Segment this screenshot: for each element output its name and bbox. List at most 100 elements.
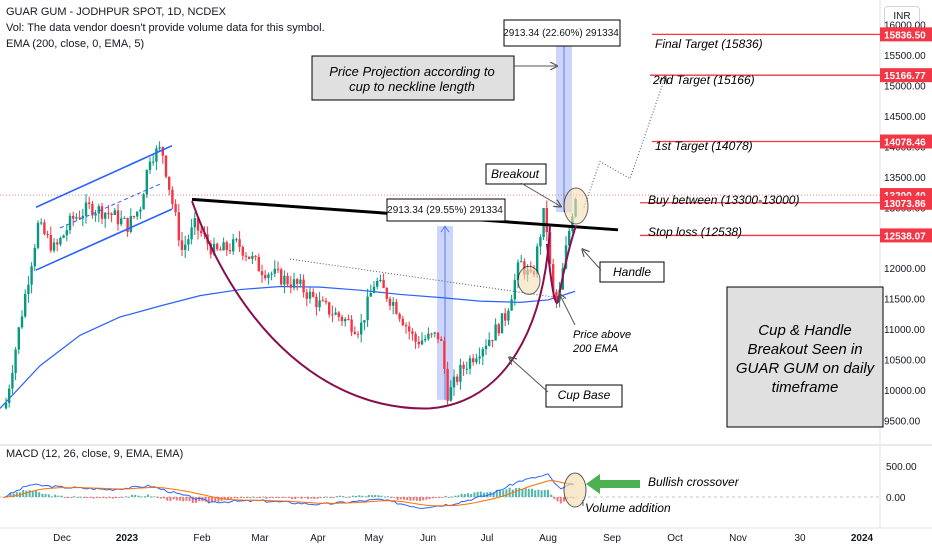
macd-histogram-bar bbox=[284, 497, 287, 498]
macd-histogram-bar bbox=[51, 496, 53, 498]
candle-body bbox=[296, 279, 299, 284]
macd-histogram-bar bbox=[531, 488, 533, 497]
macd-histogram-bar bbox=[38, 492, 41, 497]
candle-body bbox=[126, 217, 129, 232]
macd-histogram-bar bbox=[435, 497, 437, 498]
candle-body bbox=[536, 246, 539, 275]
ema-200-line bbox=[0, 285, 576, 409]
candle-body bbox=[145, 170, 148, 195]
macd-histogram-bar bbox=[374, 494, 377, 497]
macd-histogram-bar bbox=[540, 490, 543, 497]
candle-body bbox=[216, 243, 219, 250]
macd-histogram-bar bbox=[166, 497, 169, 501]
annotation-arrow bbox=[583, 250, 602, 271]
macd-histogram-bar bbox=[415, 497, 418, 501]
candle-body bbox=[398, 313, 401, 319]
macd-histogram-bar bbox=[252, 496, 255, 498]
candle-body bbox=[353, 331, 356, 334]
price-badge-text: 12538.07 bbox=[884, 231, 926, 242]
macd-histogram-bar bbox=[268, 497, 271, 499]
candle-body bbox=[8, 388, 11, 403]
macd-histogram-bar bbox=[287, 497, 290, 498]
candle-body bbox=[196, 218, 200, 231]
projection-path bbox=[583, 77, 665, 208]
macd-histogram-bar bbox=[140, 496, 143, 498]
macd-histogram-bar bbox=[147, 494, 149, 497]
macd-histogram-bar bbox=[134, 494, 137, 497]
macd-histogram-bar bbox=[89, 497, 92, 498]
candle-body bbox=[376, 281, 379, 287]
macd-histogram-bar bbox=[563, 497, 565, 502]
macd-histogram-bar bbox=[111, 497, 114, 499]
measure-arrow-mid bbox=[440, 225, 450, 233]
candle-body bbox=[113, 210, 116, 215]
candle-body bbox=[539, 237, 542, 247]
macd-histogram-bar bbox=[441, 497, 444, 498]
candle-body bbox=[100, 206, 104, 219]
macd-histogram-bar bbox=[431, 497, 434, 499]
macd-histogram-bar bbox=[390, 497, 393, 498]
macd-histogram-bar bbox=[265, 497, 268, 499]
price-badge-bg bbox=[880, 228, 932, 243]
macd-histogram-bar bbox=[150, 496, 153, 498]
macd-histogram-bar bbox=[153, 496, 156, 498]
volume-note: Vol: The data vendor doesn't provide vol… bbox=[6, 22, 325, 34]
price-badge-bg bbox=[880, 27, 932, 42]
candle-body bbox=[433, 332, 436, 334]
signal-line bbox=[3, 480, 574, 507]
macd-histogram-bar bbox=[412, 497, 415, 501]
cup-base-label: Cup Base bbox=[558, 388, 611, 402]
candle-body bbox=[276, 268, 280, 270]
candle-body bbox=[238, 239, 241, 247]
macd-histogram-bar bbox=[470, 493, 473, 497]
macd-histogram-bar bbox=[387, 496, 389, 498]
candle-body bbox=[78, 217, 81, 219]
macd-histogram-bar bbox=[428, 497, 431, 500]
second-target-label: 2nd Target (15166) bbox=[652, 73, 755, 87]
candle-body bbox=[4, 402, 8, 409]
candle-body bbox=[283, 275, 286, 285]
candle-body bbox=[363, 320, 366, 323]
macd-histogram-bar bbox=[297, 497, 300, 498]
macd-histogram-bar bbox=[15, 492, 18, 497]
candle-body bbox=[136, 211, 139, 217]
candle-body bbox=[465, 368, 468, 370]
macd-histogram-bar bbox=[3, 497, 5, 498]
candle-body bbox=[260, 271, 264, 276]
candle-body bbox=[324, 300, 328, 303]
price-badge-bg bbox=[880, 134, 932, 149]
macd-histogram-bar bbox=[553, 497, 556, 500]
candle-body bbox=[110, 213, 113, 215]
candle-body bbox=[168, 176, 171, 190]
candle-body bbox=[520, 261, 523, 263]
macd-histogram-bar bbox=[313, 497, 316, 499]
candle-body bbox=[334, 312, 337, 315]
candle-body bbox=[468, 358, 472, 369]
time-tick-label: Aug bbox=[539, 533, 557, 544]
macd-histogram-bar bbox=[182, 497, 185, 502]
candle-body bbox=[129, 216, 132, 232]
candle-body bbox=[267, 274, 270, 279]
candle-body bbox=[30, 266, 33, 285]
candle-body bbox=[72, 215, 75, 219]
candle-body bbox=[497, 324, 500, 334]
macd-histogram-bar bbox=[332, 497, 335, 498]
macd-histogram-bar bbox=[195, 497, 197, 503]
macd-histogram-bar bbox=[255, 497, 258, 498]
macd-histogram-bar bbox=[335, 496, 338, 498]
macd-histogram-bar bbox=[371, 495, 373, 497]
bullish-crossover-label: Bullish crossover bbox=[648, 475, 740, 489]
candle-body bbox=[443, 340, 446, 369]
macd-histogram-bar bbox=[422, 497, 425, 501]
macd-histogram-bar bbox=[499, 490, 501, 497]
candle-body bbox=[395, 302, 398, 314]
macd-histogram-bar bbox=[79, 496, 82, 498]
macd-histogram-bar bbox=[454, 495, 457, 497]
annotation-arrow bbox=[560, 295, 576, 326]
ema-legend: EMA (200, close, 0, EMA, 5) bbox=[6, 38, 145, 50]
macd-histogram-bar bbox=[342, 496, 345, 498]
macd-histogram-bar bbox=[425, 497, 428, 500]
candle-body bbox=[241, 246, 244, 256]
